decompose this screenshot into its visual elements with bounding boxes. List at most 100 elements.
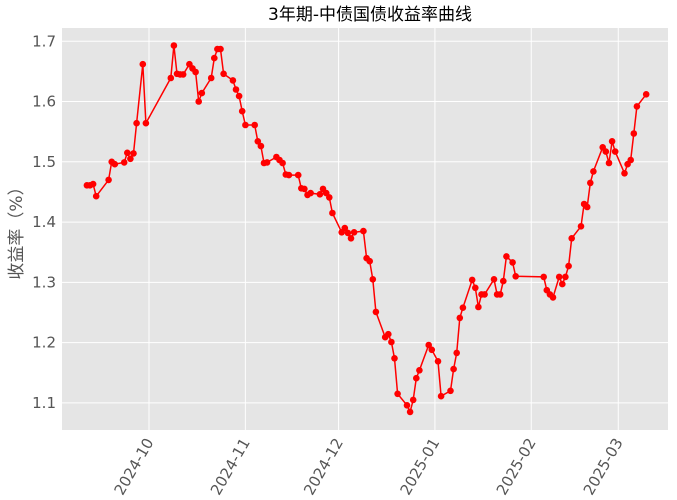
data-point (127, 155, 134, 163)
data-point (347, 235, 355, 242)
data-point (453, 349, 461, 357)
y-tick-label: 1.5 (32, 153, 56, 171)
data-point (406, 408, 414, 416)
data-point (540, 273, 547, 281)
data-point (167, 74, 175, 82)
data-point (89, 180, 97, 188)
y-tick-label: 1.6 (32, 93, 56, 111)
data-point (490, 276, 498, 283)
data-point (621, 170, 628, 177)
data-point (279, 159, 286, 167)
data-point (562, 273, 569, 281)
data-point (124, 149, 131, 157)
grid-lines (62, 28, 668, 430)
y-tick-label: 1.2 (32, 334, 56, 352)
data-point (263, 159, 271, 166)
data-point (633, 103, 641, 110)
data-point (170, 42, 178, 49)
data-point (565, 262, 572, 270)
data-point (142, 119, 150, 127)
data-point (630, 130, 638, 137)
data-point (192, 68, 199, 76)
data-point (238, 107, 246, 115)
data-point (120, 159, 128, 166)
data-point (472, 284, 479, 292)
data-point (220, 70, 227, 78)
data-point (179, 71, 187, 78)
series-markers (83, 42, 650, 416)
data-point (608, 138, 616, 145)
data-point (425, 341, 433, 349)
data-point (235, 92, 243, 100)
data-point (217, 45, 224, 53)
data-point (195, 98, 202, 105)
data-point (207, 74, 215, 82)
data-point (416, 367, 423, 374)
y-tick-label: 1.3 (32, 273, 56, 291)
x-tick-label: 2024-10 (111, 435, 158, 498)
data-point (211, 54, 218, 62)
data-point (627, 156, 634, 164)
data-point (372, 308, 380, 316)
data-point (475, 303, 482, 311)
data-point (133, 119, 140, 127)
data-point (481, 291, 488, 298)
data-point (587, 179, 594, 187)
data-point (403, 402, 411, 409)
x-tick-label: 2024-12 (300, 435, 347, 498)
data-point (509, 259, 516, 266)
data-point (590, 168, 597, 175)
data-point (254, 138, 262, 145)
data-point (500, 277, 507, 285)
chart-title: 3年期-中债国债收益率曲线 (268, 5, 472, 25)
data-point (437, 392, 445, 400)
data-point (229, 77, 237, 84)
data-point (394, 390, 401, 398)
y-tick-label: 1.7 (32, 32, 56, 50)
data-point (583, 203, 591, 211)
data-point (251, 121, 258, 129)
data-point (257, 142, 265, 150)
data-point (428, 346, 436, 354)
data-point (642, 91, 650, 98)
data-point (111, 160, 119, 168)
data-point (496, 291, 504, 298)
data-point (413, 374, 420, 382)
data-point (388, 338, 395, 346)
data-point (198, 89, 206, 97)
data-point (369, 276, 377, 283)
data-point (130, 150, 137, 157)
data-point (350, 229, 358, 236)
data-point (232, 86, 240, 93)
y-tick-label: 1.1 (32, 394, 56, 412)
data-point (559, 280, 566, 288)
data-point (391, 355, 398, 362)
x-tick-label: 2025-02 (493, 435, 540, 498)
x-axis-ticks: 2024-10 2024-11 2024-12 2025-01 2025-02 2025-… (111, 435, 627, 498)
data-point (447, 387, 454, 395)
data-point (409, 396, 417, 404)
data-point (360, 227, 367, 235)
data-point (285, 171, 293, 179)
y-axis-ticks: 1.1 1.2 1.3 1.4 1.5 1.6 1.7 (32, 32, 56, 412)
data-point (459, 304, 467, 312)
data-point (568, 235, 575, 242)
data-point (105, 176, 112, 184)
data-point (602, 148, 610, 155)
data-point (450, 365, 457, 373)
data-point (316, 191, 324, 198)
data-point (242, 121, 249, 129)
data-point (301, 185, 308, 193)
data-point (456, 314, 464, 322)
data-point (549, 294, 557, 301)
data-point (611, 148, 619, 155)
x-tick-label: 2025-03 (580, 435, 627, 498)
data-point (344, 229, 352, 237)
data-point (326, 194, 333, 201)
data-point (577, 223, 585, 230)
data-point (468, 276, 476, 284)
data-point (341, 224, 349, 232)
y-axis-label: 收益率（%） (7, 178, 27, 279)
data-point (307, 189, 314, 197)
data-point (385, 330, 392, 338)
